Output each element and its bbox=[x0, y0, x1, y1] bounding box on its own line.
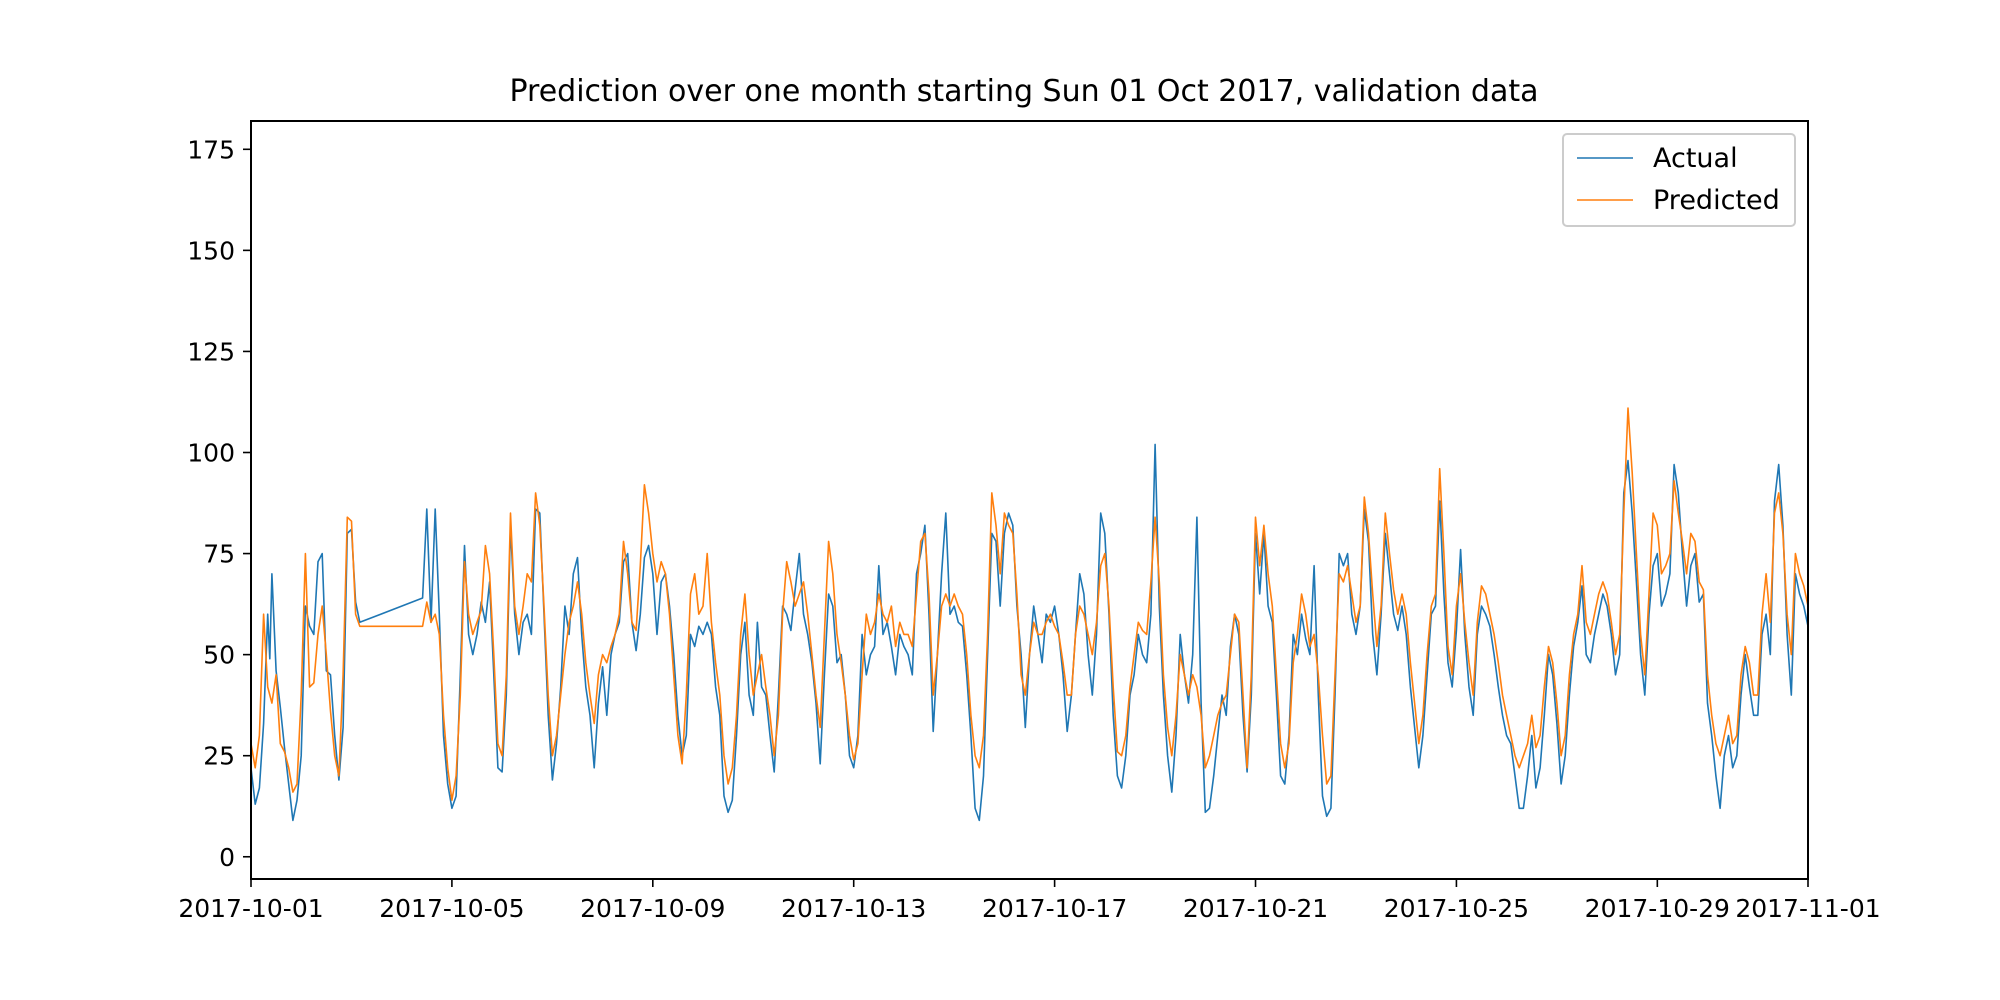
y-tick-label: 50 bbox=[203, 641, 235, 670]
axes-frame bbox=[250, 120, 1809, 880]
legend-box bbox=[1562, 133, 1796, 227]
y-tick-label: 125 bbox=[187, 337, 235, 366]
x-tick-label: 2017-11-01 bbox=[1735, 894, 1880, 923]
x-tick-label: 2017-10-13 bbox=[781, 894, 926, 923]
y-tick-label: 75 bbox=[203, 540, 235, 569]
y-tick-label: 100 bbox=[187, 438, 235, 467]
x-tick-label: 2017-10-29 bbox=[1585, 894, 1730, 923]
x-tick-label: 2017-10-17 bbox=[982, 894, 1127, 923]
x-tick-label: 2017-10-09 bbox=[580, 894, 725, 923]
y-axis: 0 25 50 75 100 125 150 175 bbox=[187, 135, 251, 872]
x-tick-label: 2017-10-21 bbox=[1183, 894, 1328, 923]
series-layer bbox=[251, 407, 1808, 822]
series-line-actual bbox=[251, 443, 1808, 822]
plot-area bbox=[250, 120, 1809, 880]
y-tick-label: 0 bbox=[219, 843, 235, 872]
legend-label-actual: Actual bbox=[1653, 143, 1738, 174]
chart-title: Prediction over one month starting Sun 0… bbox=[509, 74, 1538, 109]
y-tick-label: 150 bbox=[187, 236, 235, 265]
x-axis: 2017-10-01 2017-10-05 2017-10-09 2017-10-13… bbox=[178, 879, 1881, 923]
y-tick-label: 25 bbox=[203, 742, 235, 771]
legend-label-predicted: Predicted bbox=[1653, 185, 1780, 216]
x-tick-label: 2017-10-05 bbox=[379, 894, 524, 923]
x-tick-label: 2017-10-01 bbox=[178, 894, 323, 923]
y-tick-label: 175 bbox=[187, 135, 235, 164]
x-tick-label: 2017-10-25 bbox=[1384, 894, 1529, 923]
legend: Actual Predicted bbox=[1562, 133, 1796, 227]
series-line-predicted bbox=[251, 407, 1808, 801]
